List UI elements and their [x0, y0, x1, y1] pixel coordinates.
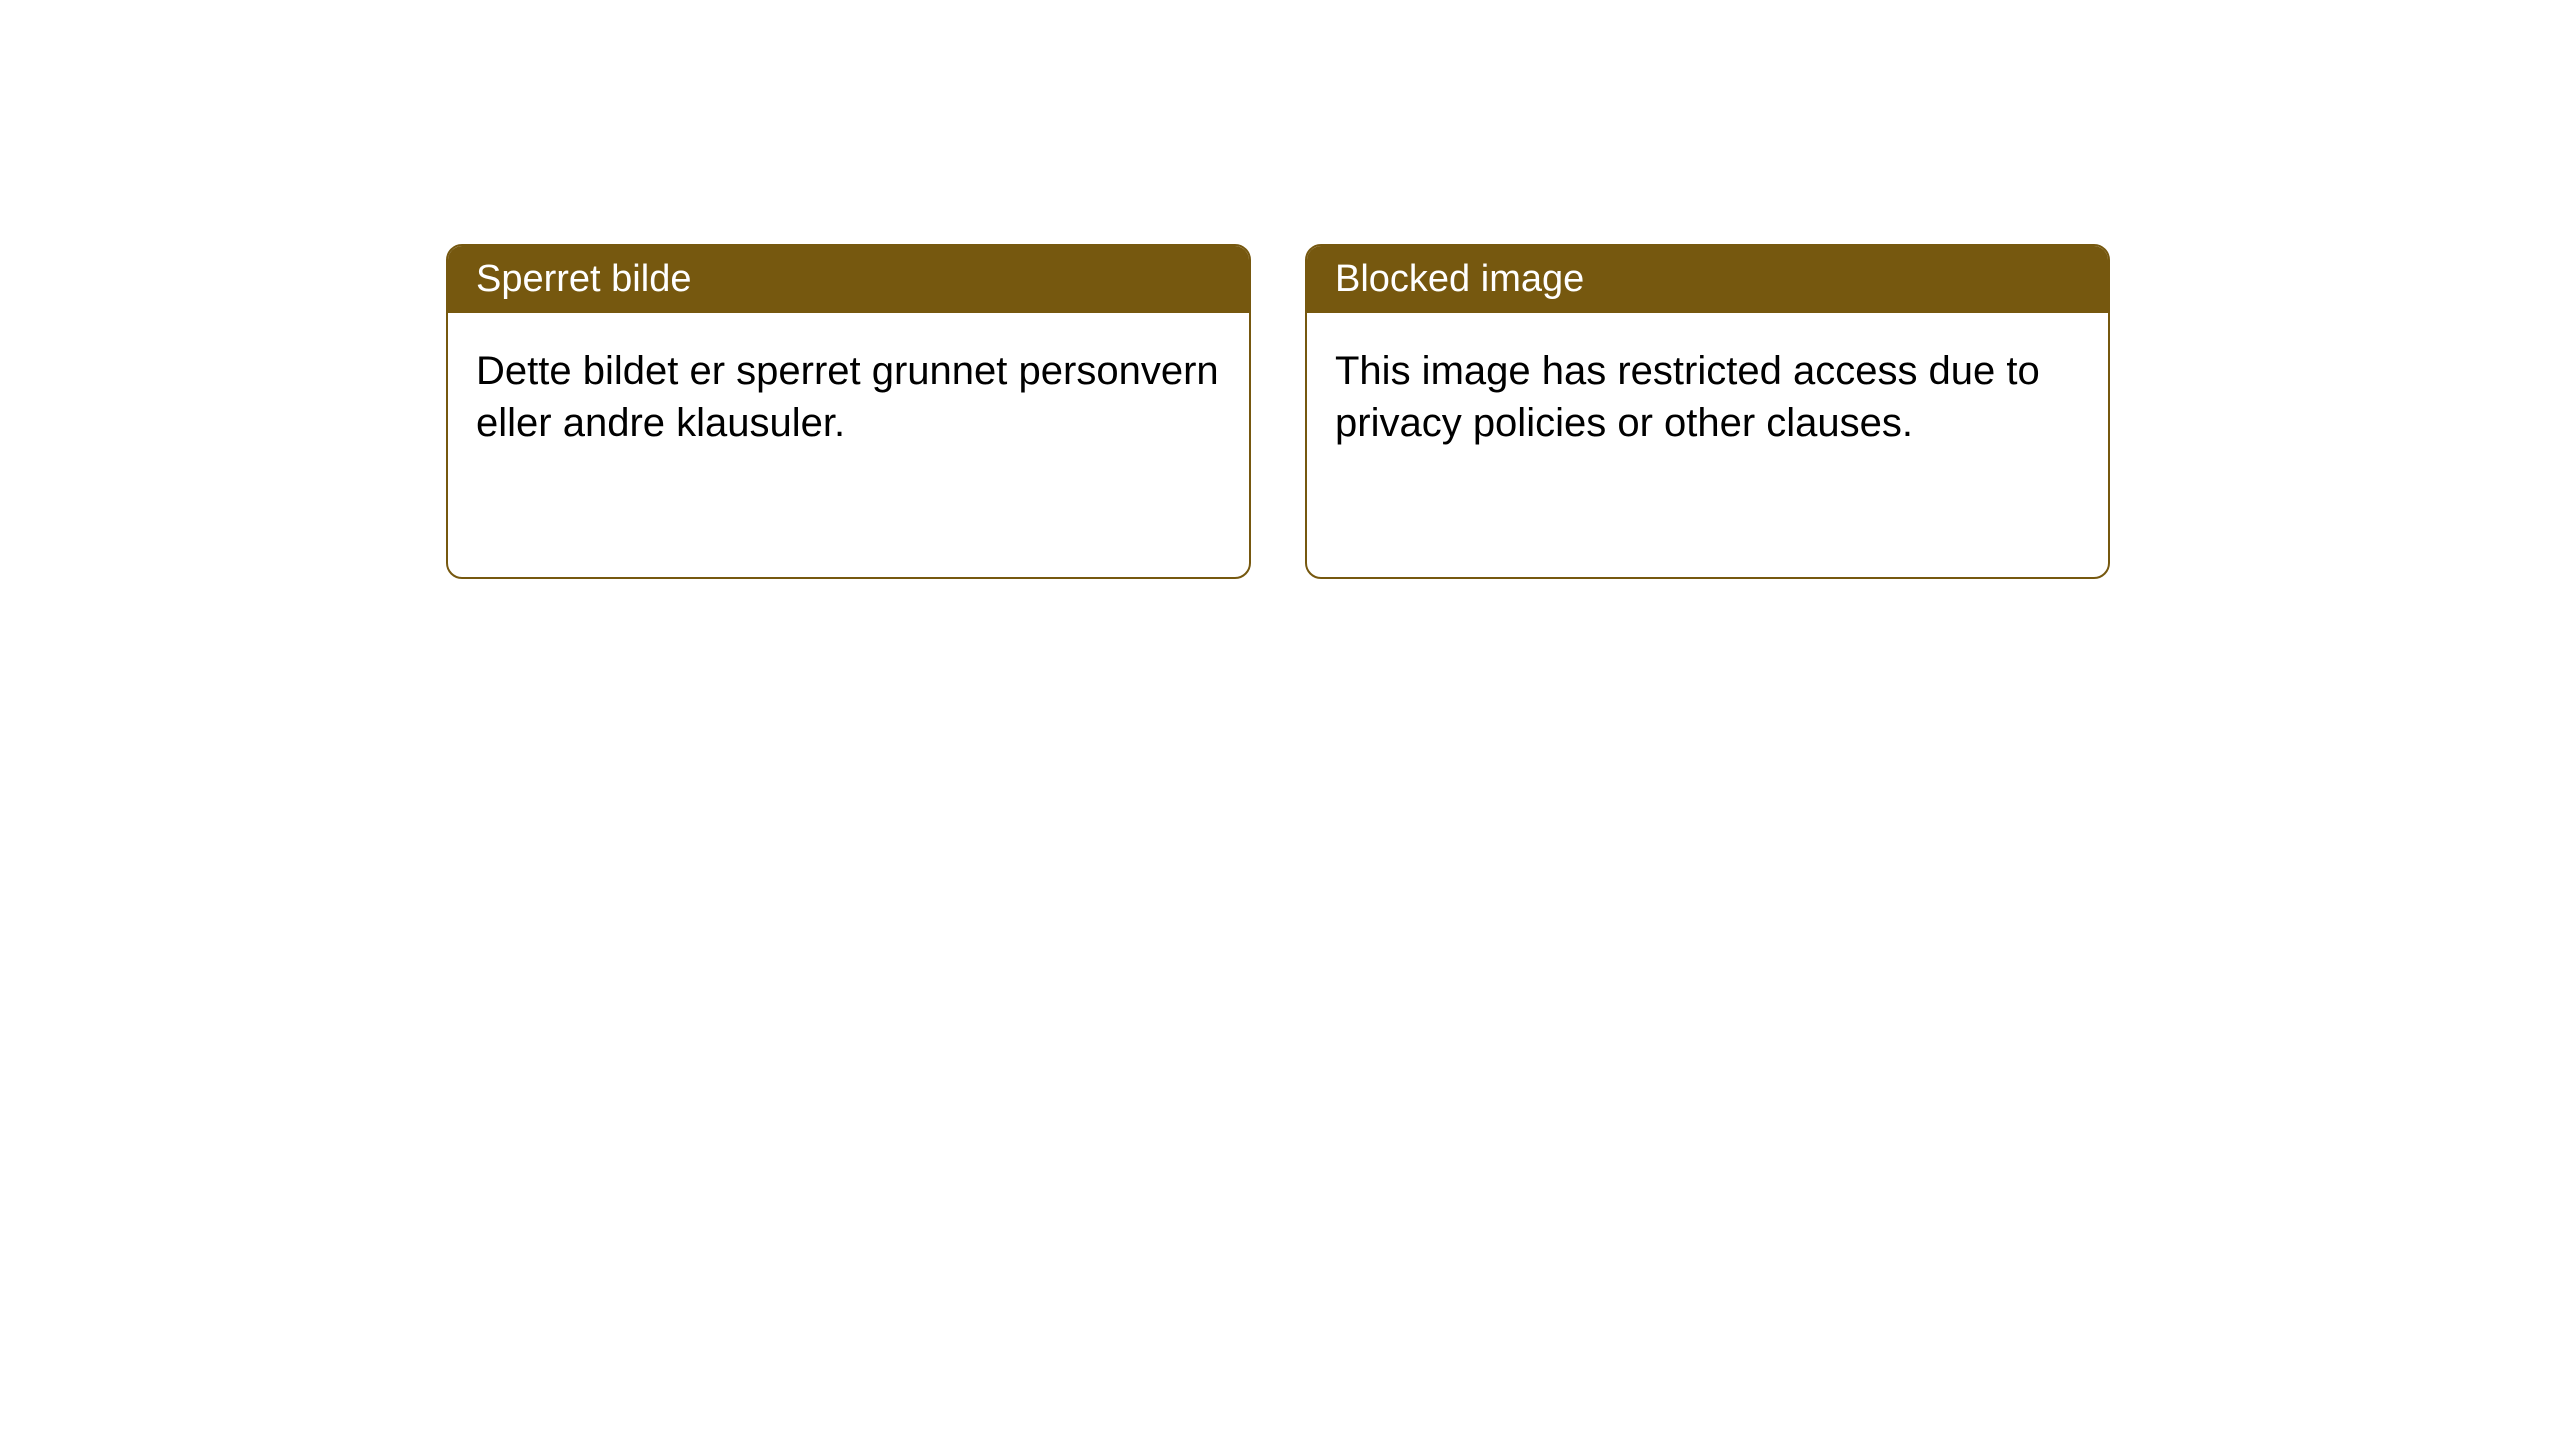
notice-header: Sperret bilde [448, 246, 1249, 313]
notice-body: Dette bildet er sperret grunnet personve… [448, 313, 1249, 481]
notice-header-text: Blocked image [1335, 258, 1584, 300]
notice-body: This image has restricted access due to … [1307, 313, 2108, 481]
notice-header-text: Sperret bilde [476, 258, 691, 300]
notice-body-text: This image has restricted access due to … [1335, 349, 2040, 445]
notice-container: Sperret bilde Dette bildet er sperret gr… [0, 0, 2560, 579]
notice-card-english: Blocked image This image has restricted … [1305, 244, 2110, 579]
notice-card-norwegian: Sperret bilde Dette bildet er sperret gr… [446, 244, 1251, 579]
notice-header: Blocked image [1307, 246, 2108, 313]
notice-body-text: Dette bildet er sperret grunnet personve… [476, 349, 1219, 445]
